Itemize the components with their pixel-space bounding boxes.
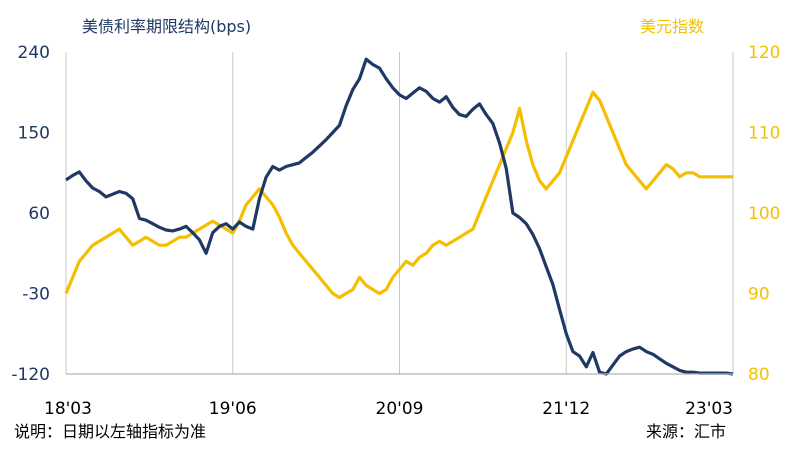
y-right-tick-label: 100	[748, 204, 780, 224]
y-right-ticks: 120 110 100 90 80	[748, 43, 780, 385]
note-text: 说明：日期以左轴指标为准	[14, 422, 206, 441]
y-left-ticks: 240 150 60 -30 -120	[11, 43, 50, 385]
x-tick-label: 23'03	[685, 399, 733, 419]
grid-lines	[65, 52, 734, 374]
x-tick-label: 18'03	[44, 399, 92, 419]
x-tick-label: 20'09	[376, 399, 424, 419]
y-left-tick-label: 60	[28, 204, 50, 224]
x-tick-label: 19'06	[209, 399, 257, 419]
source-text: 来源：汇市	[646, 422, 726, 441]
y-right-label: 美元指数	[640, 17, 704, 36]
y-right-tick-label: 120	[748, 43, 780, 63]
x-tick-label: 21'12	[542, 399, 590, 419]
series-term-structure	[65, 57, 734, 376]
y-left-tick-label: -120	[11, 365, 50, 385]
x-ticks: 18'03 19'06 20'09 21'12 23'03	[44, 399, 733, 419]
series-dollar-index	[64, 90, 733, 300]
y-left-tick-label: 150	[18, 124, 50, 144]
y-right-tick-label: 90	[748, 285, 770, 305]
y-right-tick-label: 80	[748, 365, 770, 385]
y-right-tick-label: 110	[748, 124, 780, 144]
y-left-tick-label: -30	[22, 285, 50, 305]
y-left-tick-label: 240	[18, 43, 50, 63]
y-left-label: 美债利率期限结构(bps)	[82, 17, 251, 36]
